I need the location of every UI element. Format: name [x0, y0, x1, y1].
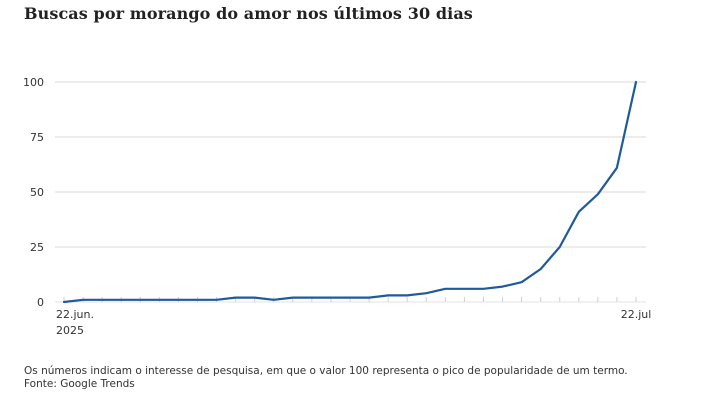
y-tick-label-75: 75 — [30, 131, 44, 144]
chart-footnote: Os números indicam o interesse de pesqui… — [24, 365, 704, 391]
source-text: Fonte: Google Trends — [24, 378, 135, 390]
y-tick-label-50: 50 — [30, 186, 44, 199]
series-line — [62, 80, 638, 304]
y-tick-label-0: 0 — [37, 296, 44, 309]
y-tick-label-25: 25 — [30, 241, 44, 254]
x-axis-tick-labels: 22.jun. 2025 22.jul — [56, 308, 651, 337]
y-axis-tick-labels: 0 25 50 75 100 — [23, 76, 44, 309]
x-tick-label: 22.jul — [621, 308, 652, 321]
gridlines — [55, 81, 646, 248]
line-chart: 0 25 50 75 100 22.jun. 2025 22.jul — [23, 76, 651, 337]
footnote-text: Os números indicam o interesse de pesqui… — [24, 365, 628, 377]
x-tick-label: 22.jun. 2025 — [56, 308, 94, 337]
series-layer — [62, 80, 638, 304]
chart-title: Buscas por morango do amor nos últimos 3… — [24, 4, 473, 23]
y-tick-label-100: 100 — [23, 76, 44, 89]
